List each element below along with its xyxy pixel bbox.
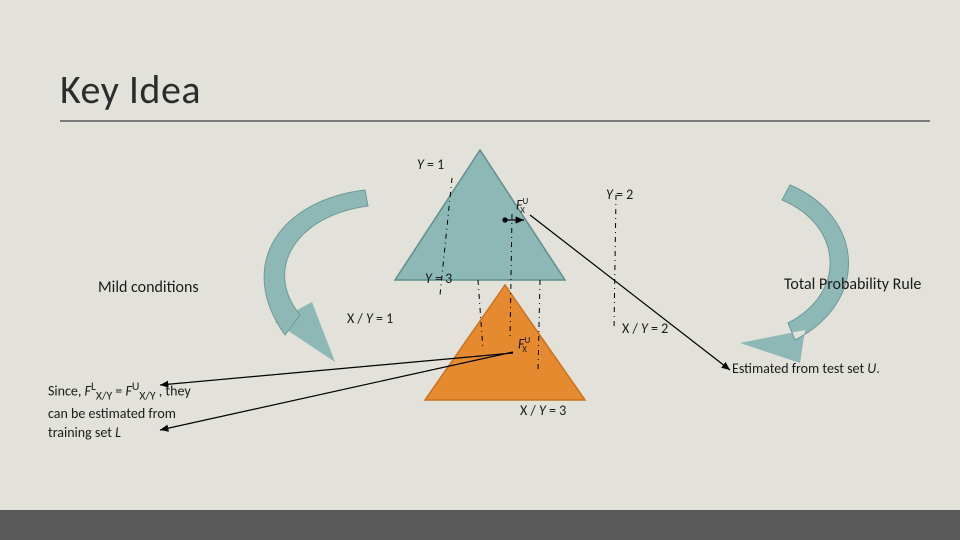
note-left: Since, FLX/Y = FUX/Y , they can be estim… [48,380,198,443]
math-label-fxu: FUX [516,196,525,216]
math-label-y1: Y = 1 [417,156,444,173]
math-label-y3: Y = 3 [425,270,452,287]
math-label-xy2: X / Y = 2 [622,320,668,337]
bottom-triangle [425,285,585,400]
footer-bar [0,510,960,540]
diagram-canvas [0,0,960,540]
slide-root: Key Idea Y = 1Y = 2Y = 3FUXFUXX / [0,0,960,540]
mild-conditions-label: Mild conditions [98,278,199,297]
math-label-xy3: X / Y = 3 [520,402,566,419]
left-curved-arrow [264,190,368,362]
total-probability-label: Total Probability Rule [784,275,921,294]
math-label-fxl: FUX [518,335,527,355]
partition-dash [614,195,616,330]
math-label-xy1: X / Y = 1 [347,310,393,327]
note-right: Estimated from test set U. [732,360,902,379]
right-curved-arrow [740,185,849,363]
math-label-y2: Y = 2 [606,186,633,203]
pointer-arrow [530,215,730,370]
